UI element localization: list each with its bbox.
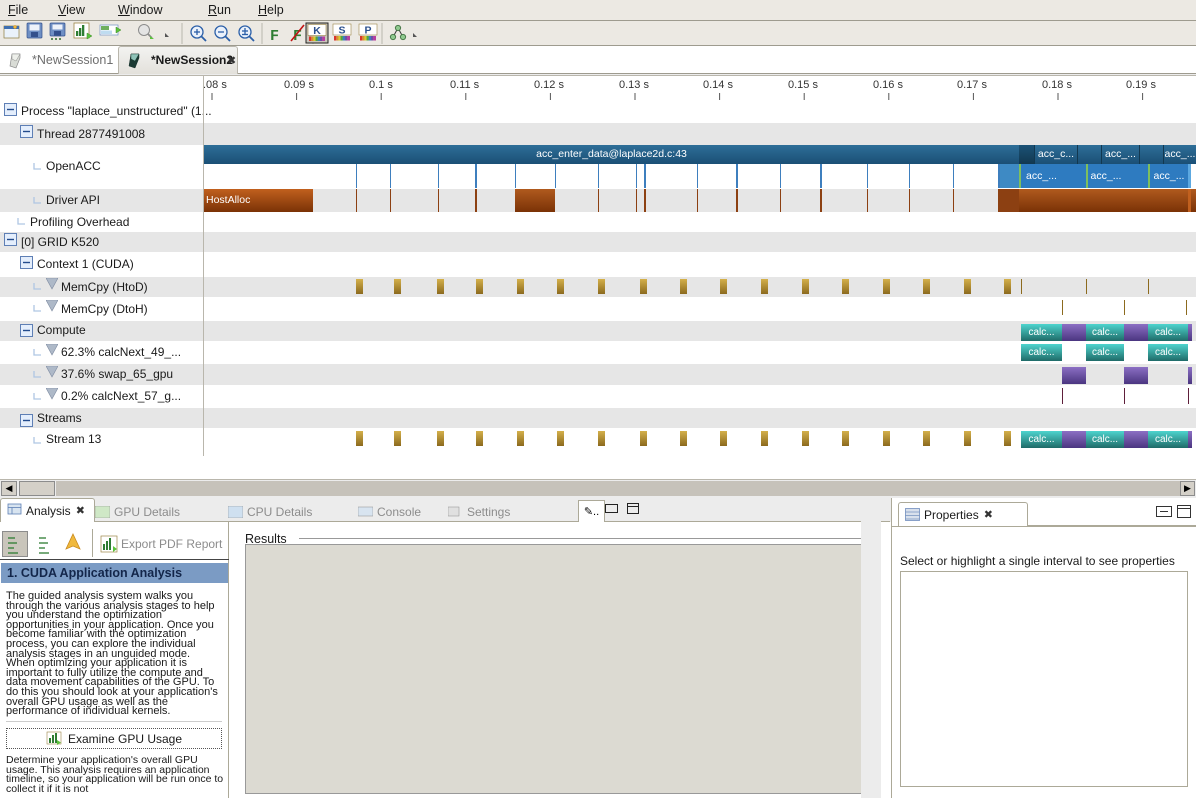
svg-text:K: K (313, 25, 321, 37)
svg-text:F: F (270, 28, 279, 45)
svg-text:S: S (338, 25, 345, 37)
svg-text:P: P (364, 25, 371, 37)
